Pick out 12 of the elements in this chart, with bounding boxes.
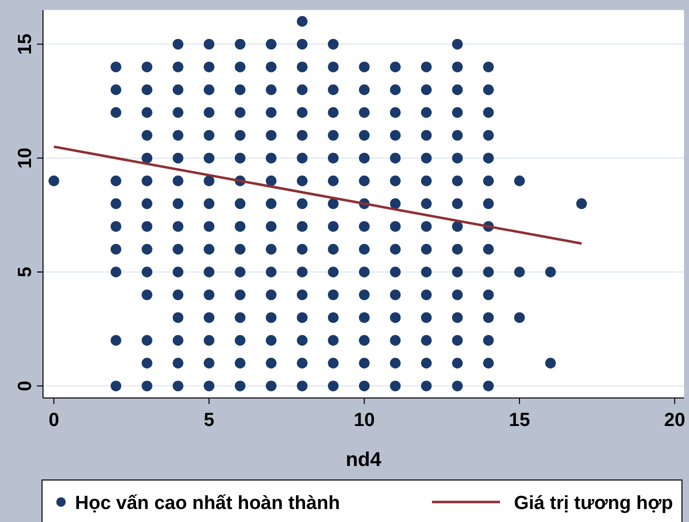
x-tick-label: 5 xyxy=(204,410,215,431)
x-tick-label: 0 xyxy=(48,410,60,431)
y-tick-label: 0 xyxy=(15,380,36,392)
y-tick-label: 10 xyxy=(15,148,36,169)
legend-label: Học vấn cao nhất hoàn thành xyxy=(75,493,340,514)
x-axis-title: nd4 xyxy=(346,449,382,471)
legend-label: Giá trị tương hợp xyxy=(514,493,673,514)
x-tick-label: 15 xyxy=(508,410,530,431)
x-tick-label: 20 xyxy=(664,410,686,431)
y-tick-label: 5 xyxy=(15,266,36,278)
x-tick-label: 10 xyxy=(354,410,375,431)
y-tick-label: 15 xyxy=(15,33,36,55)
